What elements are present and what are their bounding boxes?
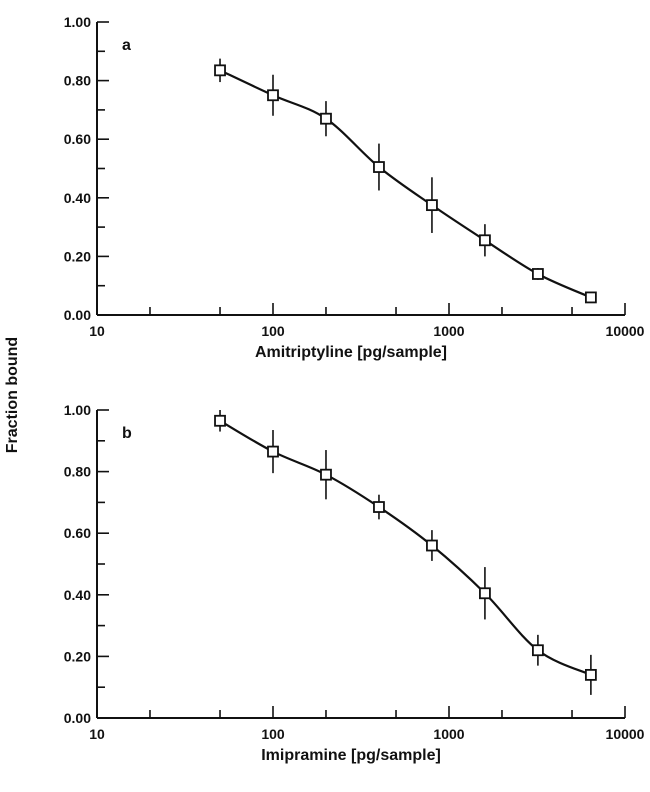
data-point	[532, 644, 544, 657]
data-point	[267, 89, 279, 102]
y-tick-label: 0.40	[64, 190, 91, 206]
data-point	[320, 112, 332, 125]
data-point	[373, 161, 385, 173]
data-point	[426, 539, 438, 552]
y-tick-label: 0.20	[64, 248, 91, 264]
x-axis-title: Amitriptyline [pg/sample]	[255, 344, 447, 361]
y-axis-title: Fraction bound	[4, 337, 21, 453]
data-point	[214, 64, 226, 77]
y-tick-label: 0.40	[64, 587, 91, 603]
data-point	[532, 268, 544, 280]
y-tick-label: 0.00	[64, 307, 91, 323]
x-tick-label: 100	[261, 323, 285, 339]
y-tick-label: 1.00	[64, 402, 91, 418]
data-point	[267, 445, 279, 458]
x-tick-label: 10	[89, 726, 105, 742]
y-tick-label: 0.80	[64, 464, 91, 480]
data-point	[214, 414, 226, 427]
panel-letter: b	[122, 425, 132, 442]
chart-panel-a: 0.00 0.20 0.40 0.60 0.80 1.00 10 100 1000 10000 Am…	[64, 14, 645, 361]
chart-panel-b: 0.00 0.20 0.40 0.60 0.80 1.00 10 100 1000 10000 Im…	[64, 402, 645, 764]
fit-curve	[219, 69, 592, 299]
panel-letter: a	[122, 37, 131, 54]
x-tick-label: 10000	[606, 323, 645, 339]
x-tick-label: 100	[261, 726, 285, 742]
x-tick-label: 1000	[433, 323, 464, 339]
y-tick-label: 1.00	[64, 14, 91, 30]
data-point	[479, 587, 491, 600]
y-tick-label: 0.00	[64, 710, 91, 726]
fit-curve	[219, 419, 592, 676]
data-point	[373, 501, 385, 513]
y-tick-label: 0.60	[64, 131, 91, 147]
y-tick-label: 0.80	[64, 73, 91, 89]
data-point	[479, 234, 491, 247]
y-tick-label: 0.20	[64, 648, 91, 664]
data-point	[584, 668, 597, 681]
x-tick-label: 10000	[606, 726, 645, 742]
data-point	[584, 291, 597, 304]
data-point	[426, 199, 438, 212]
x-tick-label: 10	[89, 323, 105, 339]
x-axis-title: Imipramine [pg/sample]	[261, 747, 441, 764]
data-point	[320, 468, 332, 481]
y-tick-label: 0.60	[64, 525, 91, 541]
x-tick-label: 1000	[433, 726, 464, 742]
